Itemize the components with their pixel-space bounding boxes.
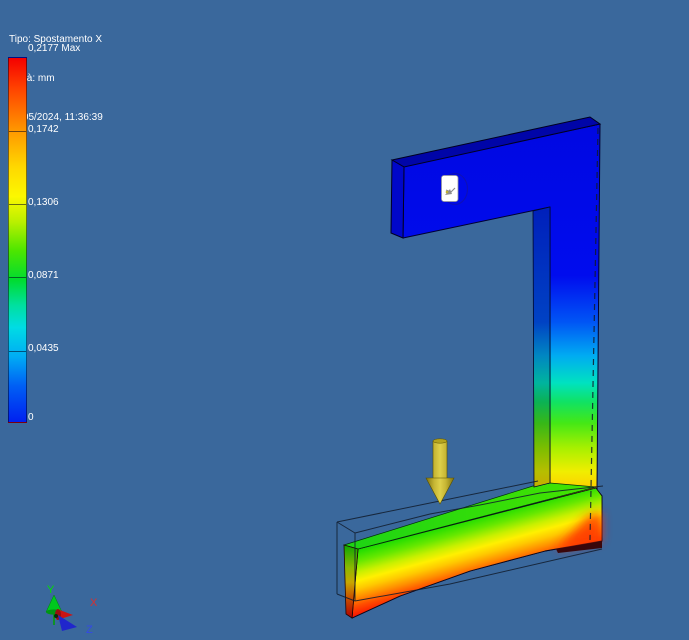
model-column-side-face xyxy=(532,206,551,488)
fixed-support-marker-icon xyxy=(441,172,469,206)
result-type-line: Tipo: Spostamento X xyxy=(9,34,103,45)
bottom-edge-shadow xyxy=(556,541,602,553)
model-bottom-arm-face xyxy=(351,487,603,619)
legend-tick-label: 0,0435 xyxy=(28,343,59,354)
undeformed-dashed-edge xyxy=(589,127,599,541)
legend-tick xyxy=(9,131,26,132)
result-timestamp-line: 10/05/2024, 11:36:39 xyxy=(9,112,103,123)
legend-tick-label: 0,1306 xyxy=(28,197,59,208)
legend-max-label: 0,2177 Max xyxy=(28,43,81,54)
orientation-triad[interactable]: Y X Z xyxy=(45,584,98,636)
z-axis-cone xyxy=(58,615,77,631)
z-axis-label: Z xyxy=(86,624,93,636)
deformed-model xyxy=(342,116,603,619)
force-arrow-icon xyxy=(425,438,455,505)
model-top-arm-end-face xyxy=(390,159,405,239)
legend-tick-label: 0,1742 xyxy=(28,124,59,135)
legend-tick-label: 0,0871 xyxy=(28,270,59,281)
triad-origin xyxy=(54,614,58,618)
undeformed-wireframe xyxy=(336,127,604,602)
legend-tick xyxy=(9,277,26,278)
legend-tick xyxy=(9,204,26,205)
legend-min-label: 0 xyxy=(28,412,34,423)
contour-blend-patch xyxy=(556,512,602,550)
y-axis-label: Y xyxy=(47,584,55,596)
legend-color-bar xyxy=(8,57,27,423)
x-axis-label: X xyxy=(90,597,98,609)
legend-tick xyxy=(9,351,26,352)
